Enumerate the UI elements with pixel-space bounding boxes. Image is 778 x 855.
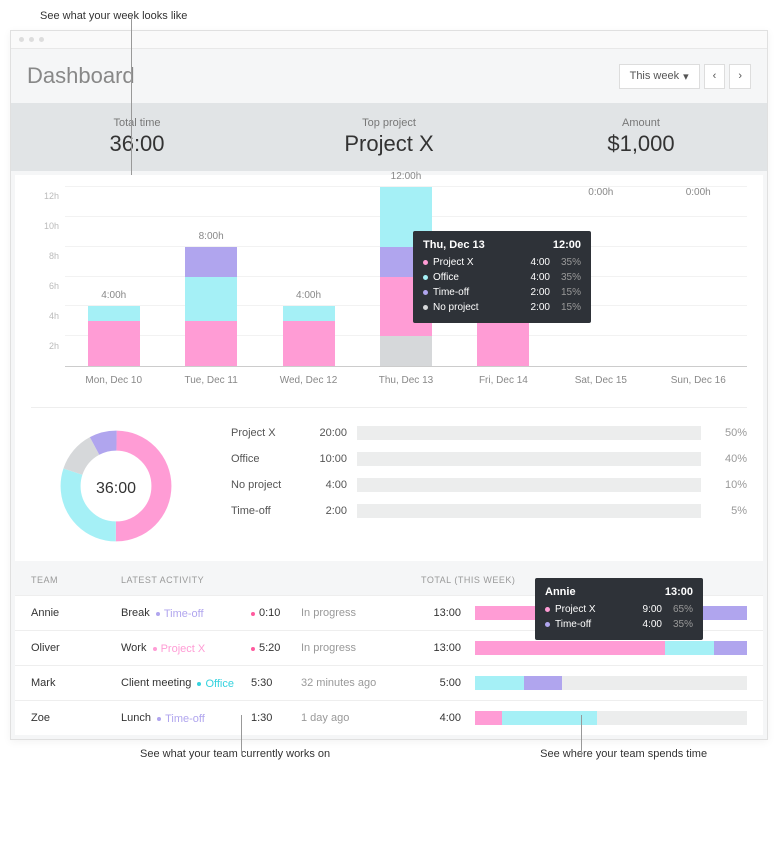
chart-tooltip: Thu, Dec 1312:00Project X4:0035%Office4:…	[413, 231, 591, 323]
team-bar	[475, 676, 747, 690]
breakdown-row: No project4:00 10%	[231, 478, 747, 492]
prev-button[interactable]: ‹	[704, 64, 726, 89]
col-team: Team	[31, 575, 121, 585]
breakdown-row: Time-off2:00 5%	[231, 504, 747, 518]
range-selector[interactable]: This week▾	[619, 64, 700, 89]
window-titlebar	[11, 31, 767, 49]
team-bar	[475, 711, 747, 725]
breakdown-row: Project X20:00 50%	[231, 426, 747, 440]
team-tooltip: Annie13:00Project X9:0065%Time-off4:0035…	[535, 578, 703, 640]
caret-down-icon: ▾	[683, 70, 689, 83]
pointer-line-3	[581, 715, 582, 755]
bar-column[interactable]: 0:00h	[650, 187, 747, 366]
stat-card: Top projectProject X	[263, 103, 515, 171]
bar-column[interactable]: 4:00h	[260, 187, 357, 366]
stat-card: Amount$1,000	[515, 103, 767, 171]
bar-column[interactable]: 8:00h	[162, 187, 259, 366]
donut-chart: 36:00	[31, 426, 201, 551]
stat-card: Total time36:00	[11, 103, 263, 171]
annotation-team-time: See where your team spends time	[540, 748, 707, 760]
chart-panel: 12h10h8h6h4h2h 4:00h8:00h4:00h12:00h8:00…	[15, 175, 763, 561]
next-button[interactable]: ›	[729, 64, 751, 89]
weekly-bar-chart: 12h10h8h6h4h2h 4:00h8:00h4:00h12:00h8:00…	[31, 187, 747, 397]
bar-column[interactable]: 4:00h	[65, 187, 162, 366]
page-title: Dashboard	[27, 63, 135, 89]
breakdown-list: Project X20:00 50% Office10:00 40% No pr…	[231, 426, 747, 551]
pointer-line-2	[241, 715, 242, 755]
annotation-week: See what your week looks like	[40, 10, 768, 22]
team-panel: Team Latest Activity Total (This Week) A…	[15, 565, 763, 735]
team-row[interactable]: Zoe Lunch Time-off 1:30 1 day ago 4:00	[15, 700, 763, 735]
team-row[interactable]: Mark Client meeting Office 5:30 32 minut…	[15, 665, 763, 700]
summary-stats: Total time36:00Top projectProject XAmoun…	[11, 103, 767, 171]
team-row[interactable]: Annie Break Time-off 0:10 In progress 13…	[15, 595, 763, 630]
breakdown-row: Office10:00 40%	[231, 452, 747, 466]
annotation-team-activity: See what your team currently works on	[140, 748, 330, 760]
team-bar	[475, 641, 747, 655]
donut-center-value: 36:00	[96, 480, 136, 498]
app-window: Dashboard This week▾ ‹ › Total time36:00…	[10, 30, 768, 740]
col-activity: Latest Activity	[121, 575, 421, 585]
